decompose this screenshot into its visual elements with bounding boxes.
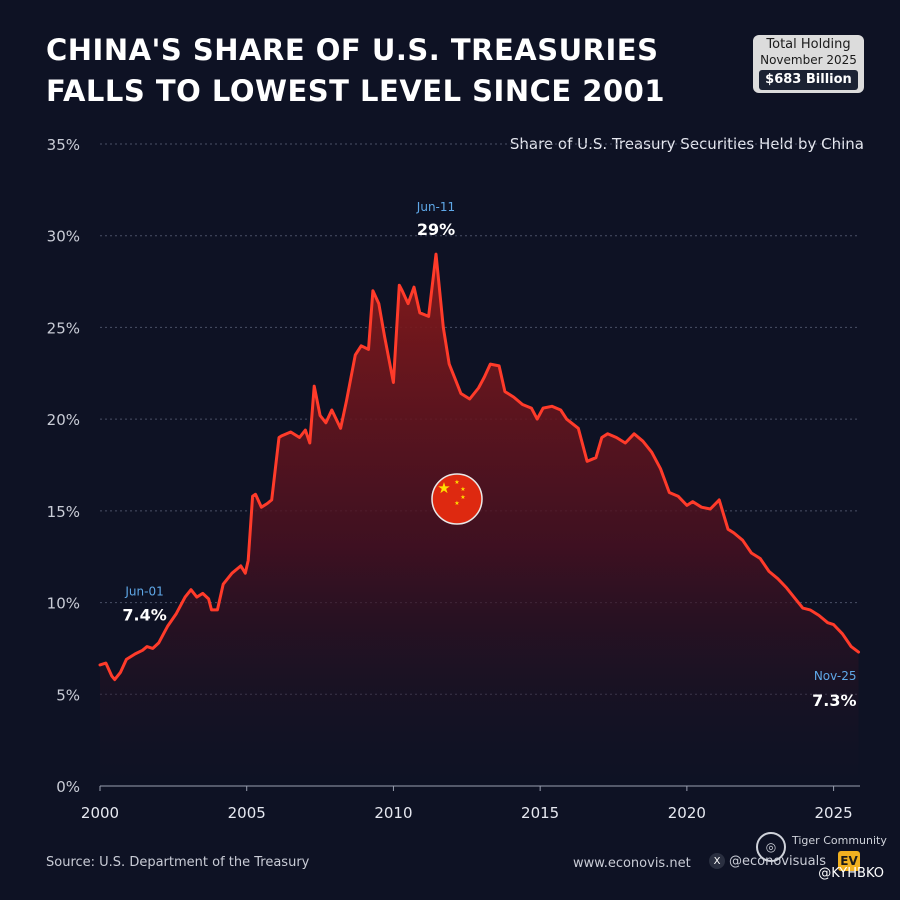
- series-area: [100, 254, 859, 787]
- social-handle[interactable]: X @econovisuals: [709, 853, 826, 869]
- title-line-2: FALLS TO LOWEST LEVEL SINCE 2001: [46, 74, 666, 108]
- annotation-date: Nov-25: [814, 669, 857, 683]
- total-holding-box: Total Holding November 2025 $683 Billion: [753, 35, 864, 93]
- x-tick-label: 2020: [668, 804, 706, 822]
- annotation-value: 29%: [417, 220, 455, 239]
- x-tick-label: 2025: [814, 804, 852, 822]
- y-tick-label: 30%: [47, 228, 80, 246]
- watermark-text: @KYHBKO: [818, 866, 884, 881]
- y-tick-label: 15%: [47, 503, 80, 521]
- svg-text:★: ★: [454, 479, 459, 486]
- y-axis-ticks: 0% 5% 10% 15% 20% 25% 30% 35%: [47, 136, 80, 796]
- x-tick-label: 2005: [228, 804, 266, 822]
- annotation-value: 7.3%: [812, 691, 856, 710]
- tiger-community-badge: ◎ Tiger Community: [756, 832, 887, 862]
- x-logo-icon: X: [709, 853, 725, 869]
- annotation-date: Jun-11: [416, 200, 455, 214]
- china-flag-icon: ★ ★ ★ ★ ★: [431, 473, 483, 525]
- y-tick-label: 20%: [47, 411, 80, 429]
- holding-label: Total Holding: [766, 37, 851, 52]
- x-axis-ticks: 2000 2005 2010 2015 2020 2025: [81, 786, 853, 822]
- y-tick-label: 35%: [47, 136, 80, 154]
- handle-text: @econovisuals: [729, 853, 826, 869]
- tiger-community-text: Tiger Community: [792, 833, 887, 847]
- annotations: Jun-01 7.4% Jun-11 29% Nov-25 7.3%: [122, 200, 856, 710]
- series-line: [98, 252, 860, 682]
- x-tick-label: 2010: [374, 804, 412, 822]
- annotation-date: Jun-01: [124, 584, 163, 598]
- svg-text:★: ★: [460, 486, 465, 493]
- holding-value: $683 Billion: [759, 70, 858, 90]
- y-tick-label: 10%: [47, 595, 80, 613]
- y-tick-label: 5%: [56, 686, 80, 704]
- tiger-community-icon: ◎: [756, 832, 786, 862]
- y-tick-label: 0%: [56, 778, 80, 796]
- svg-text:★: ★: [437, 479, 450, 497]
- chart-title: CHINA'S SHARE OF U.S. TREASURIES FALLS T…: [46, 30, 665, 112]
- holding-date: November 2025: [760, 53, 857, 67]
- annotation-value: 7.4%: [122, 605, 166, 624]
- x-tick-label: 2015: [521, 804, 559, 822]
- website-link[interactable]: www.econovis.net: [573, 856, 691, 871]
- ev-logo: EV: [838, 851, 860, 871]
- svg-text:★: ★: [460, 494, 465, 501]
- source-text: Source: U.S. Department of the Treasury: [46, 855, 310, 870]
- x-tick-label: 2000: [81, 804, 119, 822]
- svg-text:★: ★: [454, 500, 459, 507]
- title-line-1: CHINA'S SHARE OF U.S. TREASURIES: [46, 33, 659, 67]
- y-tick-label: 25%: [47, 319, 80, 337]
